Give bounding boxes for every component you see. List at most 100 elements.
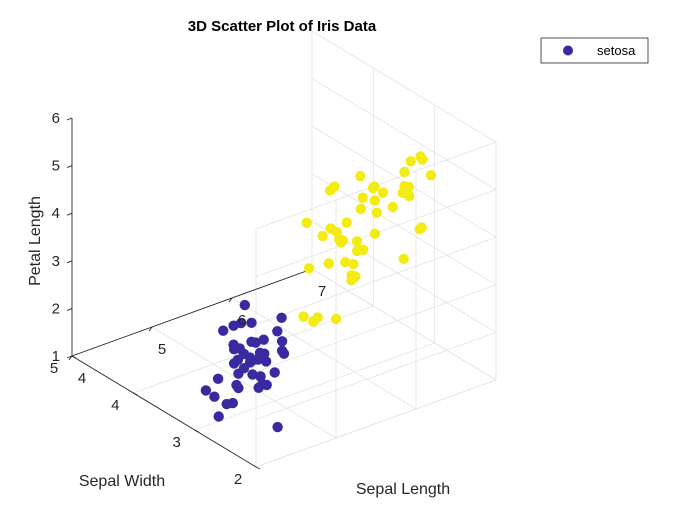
y-tick-label: 4	[111, 397, 119, 414]
side-wall-grid-line-z	[311, 268, 497, 381]
data-point-series-1	[341, 217, 352, 228]
y-tick-mark	[133, 392, 138, 396]
data-point-series-1	[377, 187, 389, 198]
legend-label-setosa: setosa	[597, 43, 636, 58]
floor-grid-line-x	[151, 326, 337, 439]
data-point-series-1	[355, 170, 366, 182]
data-point-series-0	[218, 325, 229, 336]
y-tick-label: 3	[172, 434, 180, 451]
y-tick-mark	[71, 355, 77, 359]
data-point-series-0	[200, 385, 212, 396]
z-tick-label: 2	[52, 300, 60, 317]
data-point-series-1	[298, 311, 309, 322]
data-point-series-1	[330, 313, 342, 325]
data-point-series-1	[405, 156, 416, 167]
y-tick-mark	[194, 429, 199, 433]
floor-grid-line-y	[194, 342, 435, 431]
data-point-series-1	[416, 222, 427, 233]
z-tick-label: 1	[52, 348, 60, 365]
data-point-series-0	[269, 367, 280, 378]
data-point-series-1	[399, 166, 410, 178]
data-point-series-1	[369, 181, 380, 192]
side-wall-grid-line-z	[311, 173, 497, 286]
data-point-series-0	[212, 373, 224, 384]
x-axis-label: Sepal Length	[356, 481, 450, 498]
data-point-series-1	[337, 235, 349, 246]
z-tick-label: 5	[52, 158, 60, 175]
data-point-series-1	[369, 228, 381, 239]
data-point-series-1	[358, 244, 369, 255]
legend[interactable]: setosa	[540, 37, 649, 64]
x-tick-label: 4	[78, 370, 86, 387]
data-point-series-1	[355, 203, 366, 215]
data-point-series-1	[351, 236, 363, 247]
data-point-series-0	[276, 336, 288, 347]
data-point-series-1	[317, 230, 328, 242]
data-point-series-1	[331, 226, 342, 238]
data-point-series-0	[260, 356, 272, 367]
data-point-series-0	[250, 337, 261, 348]
data-point-series-1	[398, 253, 409, 264]
data-point-series-0	[246, 317, 257, 328]
data-point-series-0	[247, 369, 258, 380]
x-tick-mark	[228, 297, 233, 303]
x-tick-label: 6	[238, 312, 246, 329]
x-axis-line	[71, 268, 313, 357]
back-wall-grid-line-z	[255, 332, 497, 420]
z-tick-mark	[66, 212, 73, 216]
y-tick-label: 5	[50, 360, 58, 377]
data-point-series-1	[346, 275, 357, 286]
side-wall-grid-line-z	[311, 30, 497, 143]
side-wall-grid-line-z	[311, 78, 497, 190]
data-point-series-0	[238, 363, 250, 374]
data-point-series-1	[308, 316, 319, 327]
z-tick-mark	[66, 165, 73, 169]
y-tick-label: 2	[234, 471, 242, 488]
data-point-series-1	[303, 263, 315, 274]
data-point-series-0	[252, 354, 264, 365]
data-point-series-1	[371, 207, 382, 218]
y-axis-label: Sepal Width	[79, 473, 165, 490]
data-point-series-1	[323, 258, 334, 269]
data-point-series-0	[228, 344, 240, 355]
x-tick-mark	[148, 326, 153, 332]
data-point-series-0	[213, 411, 224, 422]
data-point-series-1	[348, 258, 359, 270]
z-tick-label: 6	[52, 110, 60, 127]
y-axis-line	[71, 355, 257, 468]
legend-box	[540, 37, 649, 64]
x-tick-label: 7	[318, 283, 326, 300]
z-tick-label: 4	[52, 205, 60, 222]
data-point-series-0	[278, 348, 290, 359]
data-point-series-0	[239, 299, 250, 311]
data-point-series-0	[209, 391, 220, 402]
z-axis-label: Petal Length	[27, 196, 44, 286]
y-tick-mark	[255, 466, 261, 470]
data-point-series-0	[257, 378, 268, 390]
data-point-series-1	[387, 201, 398, 213]
points-layer	[200, 151, 437, 433]
data-point-series-0	[221, 398, 232, 410]
z-tick-mark	[66, 117, 73, 121]
data-point-series-1	[340, 257, 351, 268]
back-wall-grid-line-z	[255, 236, 497, 325]
z-tick-mark	[66, 260, 73, 264]
data-point-series-1	[369, 195, 381, 206]
z-tick-mark	[66, 355, 73, 359]
data-point-series-1	[301, 217, 312, 228]
data-point-series-0	[233, 382, 244, 394]
data-point-series-1	[399, 181, 410, 192]
data-point-series-1	[357, 192, 368, 203]
data-point-series-0	[272, 421, 283, 433]
data-point-series-0	[276, 312, 287, 323]
data-point-series-0	[258, 334, 269, 345]
data-point-series-1	[324, 185, 336, 196]
z-tick-label: 3	[52, 253, 60, 270]
data-point-series-0	[238, 348, 250, 360]
floor-grid-line-x	[231, 297, 417, 410]
data-point-series-1	[425, 170, 437, 181]
legend-marker-setosa	[563, 45, 573, 56]
z-tick-mark	[66, 307, 73, 311]
